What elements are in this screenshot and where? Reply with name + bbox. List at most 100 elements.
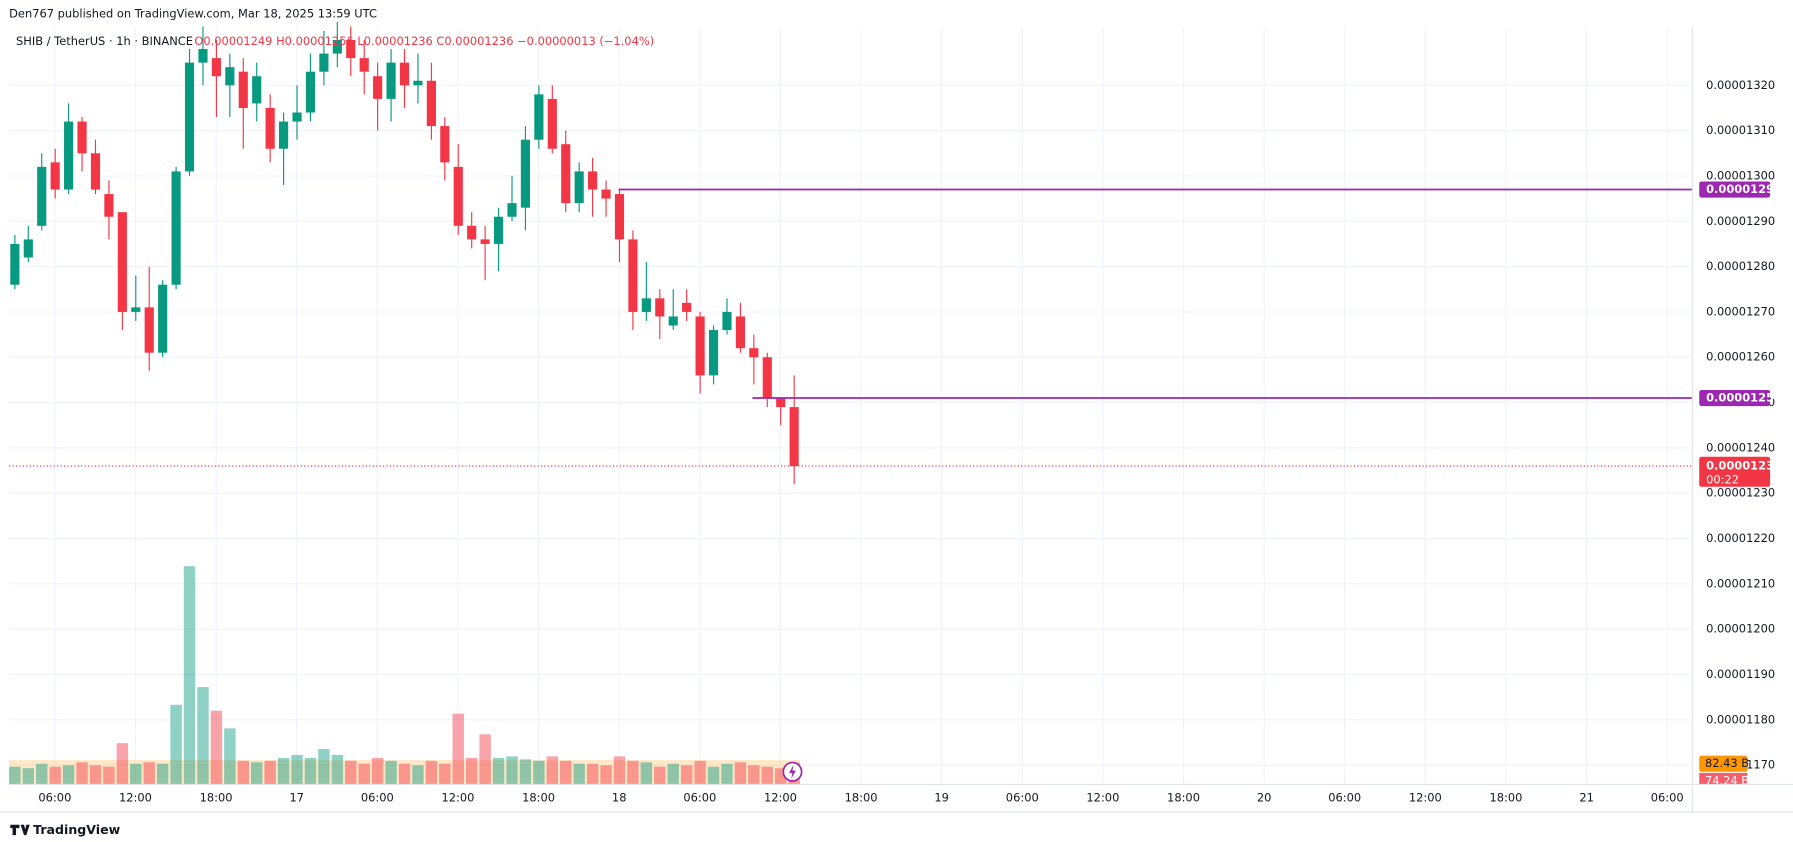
x-tick-label: 12:00 <box>119 791 152 805</box>
candle-body <box>319 53 329 72</box>
candle-body <box>776 398 786 408</box>
y-tick-label: 0.00001320 <box>1706 78 1775 92</box>
y-tick-label: 0.00001280 <box>1706 259 1775 273</box>
candle-body <box>346 39 356 59</box>
candle-body <box>534 94 544 140</box>
y-tick-label: 0.00001260 <box>1706 350 1775 364</box>
x-tick-label: 17 <box>289 791 304 805</box>
candle-body <box>547 98 557 149</box>
y-tick-label: 0.00001290 <box>1706 214 1775 228</box>
candle-body <box>90 153 101 190</box>
candle-body <box>265 107 275 149</box>
x-tick-label: 06:00 <box>361 791 394 805</box>
candle-body <box>749 348 759 358</box>
y-tick-label: 0.00001210 <box>1706 576 1775 590</box>
candle-body <box>104 194 114 217</box>
x-tick-label: 18:00 <box>1167 791 1200 805</box>
volume-bar <box>600 765 612 785</box>
volume-bar <box>479 734 491 785</box>
price-line-label: 0.00001297 <box>1706 182 1782 196</box>
volume-bar <box>707 766 720 785</box>
symbol: SHIB / TetherUS · 1h · BINANCE <box>16 34 193 48</box>
volume-ma-tag <box>1699 755 1748 772</box>
candle-body <box>23 239 33 258</box>
y-tick-label: 0.00001240 <box>1706 440 1775 454</box>
candle-body <box>332 39 342 54</box>
volume-bar <box>345 760 357 785</box>
x-tick-label: 18 <box>612 791 627 805</box>
candle-body <box>292 112 302 122</box>
candle-body <box>467 225 477 240</box>
candle-body <box>668 316 678 326</box>
volume-last-tag <box>1699 772 1748 785</box>
candle-body <box>225 67 235 86</box>
candle-body <box>628 239 638 312</box>
volume-bar <box>439 763 451 785</box>
candle-body <box>588 171 598 190</box>
volume-bar <box>734 762 747 785</box>
volume-bar <box>761 766 774 785</box>
volume-bar <box>358 763 370 785</box>
candle-body <box>614 194 625 240</box>
y-tick-label: 0.00001270 <box>1706 304 1775 318</box>
volume-bar <box>560 760 572 785</box>
volume-bar <box>210 710 223 785</box>
candle-body <box>238 71 248 108</box>
candle-body <box>373 76 383 99</box>
x-tick-label: 12:00 <box>441 791 474 805</box>
volume-bar <box>694 760 706 785</box>
volume-bar <box>627 760 639 785</box>
candle-body <box>708 330 719 376</box>
volume-bar <box>452 713 464 785</box>
volume-bar <box>613 756 626 785</box>
candle-body <box>117 212 127 312</box>
y-tick-label: 0.00001180 <box>1706 712 1775 726</box>
volume-bar <box>250 762 263 785</box>
candle-body <box>359 58 369 72</box>
y-tick-label: 0.00001230 <box>1706 486 1775 500</box>
x-tick-label: 20 <box>1257 791 1272 805</box>
volume-bar <box>425 760 438 785</box>
volume-bar <box>183 566 196 785</box>
candle-body <box>695 316 705 376</box>
volume-bar <box>775 768 787 785</box>
volume-bar <box>385 760 397 785</box>
candle-body <box>144 307 154 353</box>
x-tick-label: 06:00 <box>38 791 71 805</box>
candle-body <box>171 171 181 285</box>
x-tick-label: 19 <box>934 791 949 805</box>
candle-body <box>601 189 611 199</box>
price-line-label: 0.00001251 <box>1706 390 1782 404</box>
candle-body <box>722 311 732 331</box>
volume-bar <box>586 763 599 785</box>
volume-bar <box>748 765 760 785</box>
brand: TradingView <box>33 822 120 837</box>
candle-body <box>198 49 208 63</box>
price-line-tag <box>1699 389 1771 407</box>
volume-bar <box>304 757 317 785</box>
volume-bar <box>156 763 169 785</box>
volume-bar <box>465 757 478 785</box>
candle-body <box>279 121 289 149</box>
candle-body <box>386 62 396 99</box>
y-tick-label: 0.00001300 <box>1706 168 1775 182</box>
candle-body <box>682 302 692 312</box>
volume-bar <box>291 754 303 785</box>
candle-body <box>561 144 571 204</box>
volume-bar <box>237 760 249 785</box>
x-tick-label: 21 <box>1579 791 1594 805</box>
x-tick-label: 06:00 <box>1006 791 1039 805</box>
volume-bar <box>506 756 518 785</box>
volume-bar <box>89 765 102 785</box>
last-price-label: 0.00001236 <box>1706 458 1782 472</box>
volume-bar <box>264 760 276 785</box>
x-tick-label: 12:00 <box>1409 791 1442 805</box>
volume-bar <box>277 757 290 785</box>
volume-bar <box>197 687 209 785</box>
candle-body <box>252 76 262 104</box>
volume-bar <box>318 749 330 785</box>
volume-bar <box>412 765 424 785</box>
x-tick-label: 12:00 <box>1086 791 1119 805</box>
candle-body <box>64 121 74 190</box>
